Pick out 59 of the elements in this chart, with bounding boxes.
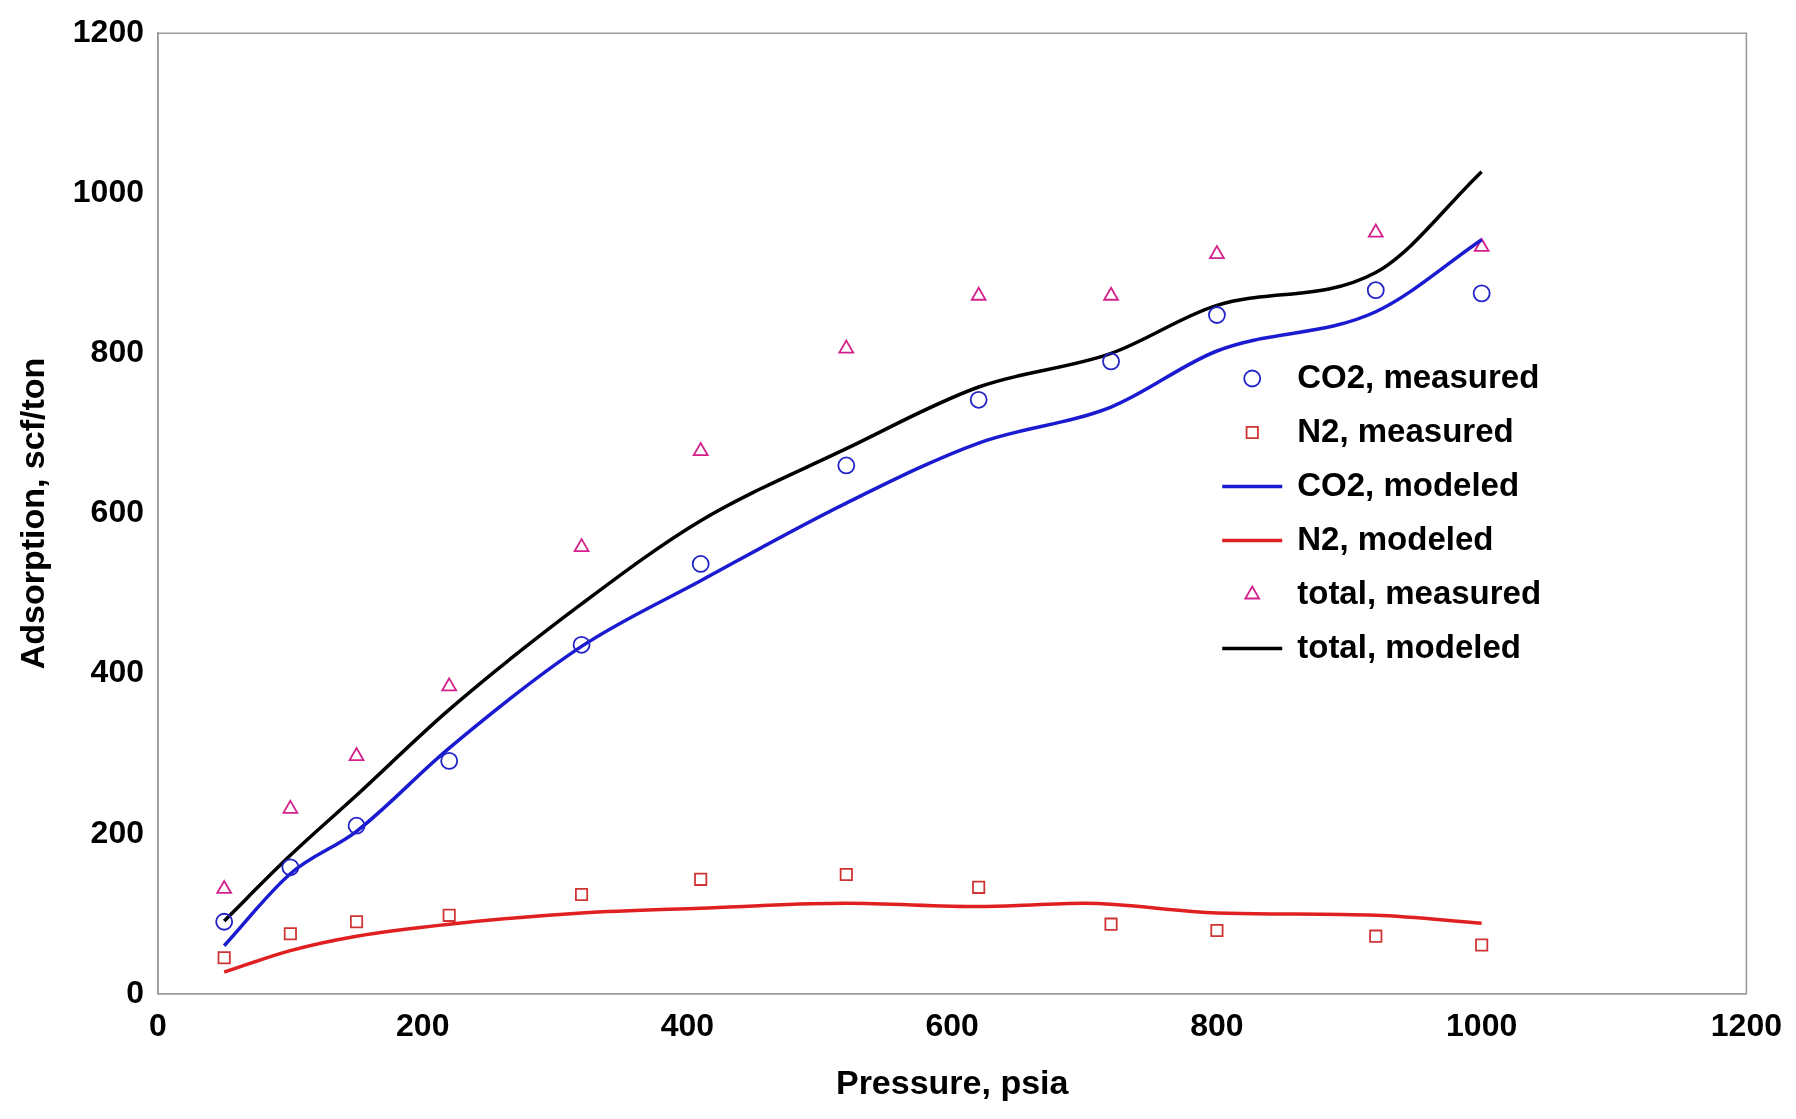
point bbox=[216, 880, 232, 894]
point bbox=[1369, 929, 1383, 943]
point bbox=[215, 912, 234, 931]
point bbox=[1210, 924, 1224, 938]
point bbox=[1366, 281, 1385, 300]
point bbox=[1209, 245, 1225, 260]
point bbox=[440, 751, 459, 770]
point bbox=[972, 880, 986, 894]
y-tick-label: 800 bbox=[90, 333, 144, 370]
point bbox=[694, 872, 708, 886]
point bbox=[217, 951, 231, 965]
point bbox=[1208, 306, 1226, 324]
legend-label: CO2, measured bbox=[1297, 357, 1540, 395]
point bbox=[1475, 938, 1489, 952]
point bbox=[349, 915, 364, 929]
legend-label: N2, measured bbox=[1297, 411, 1514, 449]
y-tick-label: 200 bbox=[90, 813, 144, 850]
point bbox=[1104, 917, 1118, 931]
point bbox=[969, 390, 988, 409]
point bbox=[572, 635, 591, 654]
y-tick-label: 600 bbox=[90, 493, 144, 530]
point bbox=[347, 816, 366, 835]
x-tick-label: 800 bbox=[1190, 1006, 1244, 1043]
legend-label: total, measured bbox=[1297, 573, 1542, 611]
point bbox=[692, 442, 709, 456]
point bbox=[283, 927, 297, 941]
point bbox=[1473, 238, 1490, 252]
x-axis-title: Pressure, psia bbox=[835, 1062, 1070, 1101]
y-axis-title: Adsorption, scf/ton bbox=[12, 357, 51, 670]
x-tick-label: 400 bbox=[660, 1006, 715, 1043]
point bbox=[1103, 286, 1119, 301]
point bbox=[838, 339, 855, 354]
x-tick-label: 1000 bbox=[1446, 1006, 1518, 1043]
x-tick-label: 600 bbox=[925, 1006, 979, 1043]
y-tick-label: 400 bbox=[90, 653, 144, 690]
y-tick-label: 1000 bbox=[72, 173, 144, 210]
x-tick-label: 0 bbox=[149, 1006, 167, 1043]
point bbox=[837, 456, 856, 475]
point bbox=[970, 286, 987, 301]
x-tick-label: 1200 bbox=[1710, 1006, 1782, 1043]
point bbox=[1472, 284, 1491, 303]
legend-label: total, modeled bbox=[1297, 627, 1521, 665]
point bbox=[281, 858, 300, 877]
point bbox=[573, 538, 590, 553]
legend-label: CO2, modeled bbox=[1297, 465, 1520, 503]
point bbox=[442, 908, 456, 922]
line-series bbox=[222, 901, 1484, 974]
point bbox=[1367, 223, 1384, 238]
point bbox=[348, 747, 365, 761]
y-tick-label: 0 bbox=[126, 973, 144, 1010]
point bbox=[839, 867, 853, 882]
point bbox=[575, 887, 589, 902]
point bbox=[282, 799, 299, 814]
x-tick-label: 200 bbox=[396, 1006, 450, 1043]
legend-label: N2, modeled bbox=[1297, 519, 1494, 557]
point bbox=[441, 677, 458, 692]
point bbox=[1102, 352, 1120, 371]
point bbox=[691, 555, 710, 573]
y-tick-label: 1200 bbox=[72, 13, 144, 50]
